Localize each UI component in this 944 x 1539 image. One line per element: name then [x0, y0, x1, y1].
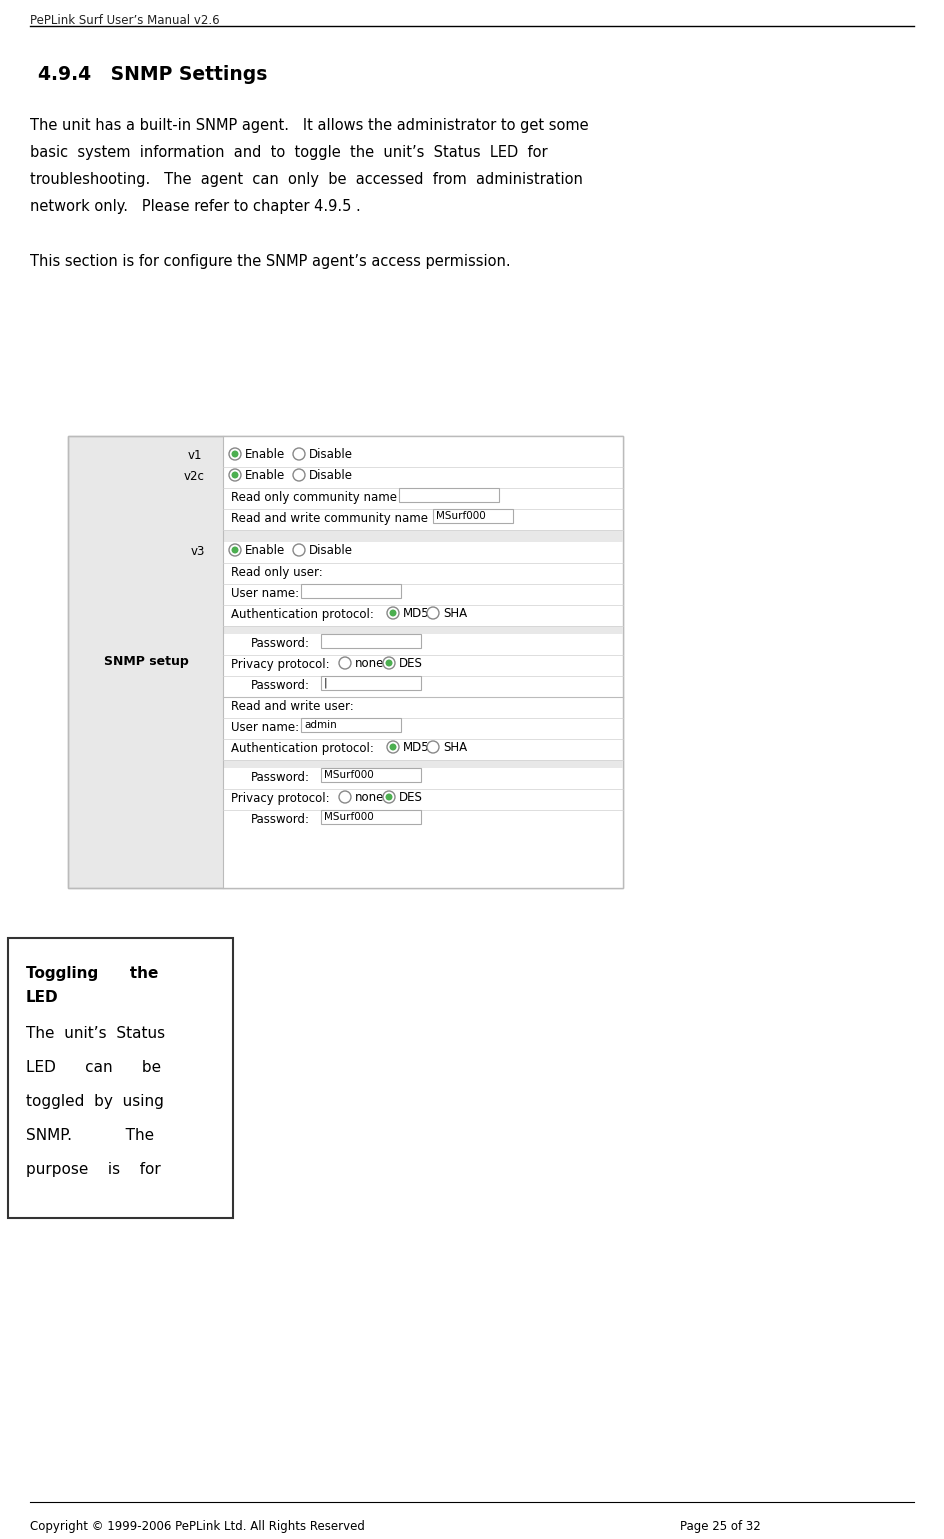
- Text: Read and write community name: Read and write community name: [231, 512, 428, 525]
- Bar: [321, 810, 421, 823]
- Text: Toggling      the: Toggling the: [26, 966, 159, 980]
- Bar: [433, 509, 513, 523]
- Bar: [68, 436, 623, 888]
- Text: Enable: Enable: [245, 448, 285, 462]
- Bar: [8, 937, 233, 1217]
- Text: Authentication protocol:: Authentication protocol:: [231, 608, 374, 622]
- Circle shape: [390, 743, 396, 751]
- Circle shape: [231, 451, 239, 457]
- Text: Password:: Password:: [251, 813, 310, 826]
- Text: Page 25 of 32: Page 25 of 32: [680, 1521, 761, 1533]
- Text: Privacy protocol:: Privacy protocol:: [231, 793, 329, 805]
- Bar: [301, 719, 401, 733]
- Text: Read and write user:: Read and write user:: [231, 700, 354, 713]
- Text: Enable: Enable: [245, 543, 285, 557]
- Text: Password:: Password:: [251, 637, 310, 649]
- Text: Enable: Enable: [245, 469, 285, 482]
- Text: User name:: User name:: [231, 586, 299, 600]
- Circle shape: [390, 609, 396, 617]
- Text: SNMP setup: SNMP setup: [104, 656, 189, 668]
- Text: troubleshooting.   The  agent  can  only  be  accessed  from  administration: troubleshooting. The agent can only be a…: [30, 172, 582, 188]
- Text: Disable: Disable: [309, 543, 353, 557]
- Text: MSurf000: MSurf000: [324, 770, 374, 780]
- Bar: [321, 676, 421, 689]
- Bar: [223, 760, 623, 768]
- Circle shape: [231, 546, 239, 554]
- Text: Disable: Disable: [309, 448, 353, 462]
- Circle shape: [383, 791, 395, 803]
- Text: The unit has a built-in SNMP agent.   It allows the administrator to get some: The unit has a built-in SNMP agent. It a…: [30, 119, 589, 132]
- Text: Password:: Password:: [251, 771, 310, 783]
- Text: Read only community name: Read only community name: [231, 491, 397, 503]
- Circle shape: [383, 657, 395, 669]
- Text: DES: DES: [399, 791, 423, 803]
- Text: The  unit’s  Status: The unit’s Status: [26, 1027, 165, 1040]
- Text: PePLink Surf User’s Manual v2.6: PePLink Surf User’s Manual v2.6: [30, 14, 220, 28]
- Circle shape: [387, 740, 399, 753]
- Bar: [223, 529, 623, 542]
- Text: none: none: [355, 657, 384, 669]
- Bar: [399, 488, 499, 502]
- Circle shape: [293, 469, 305, 482]
- Text: LED      can      be: LED can be: [26, 1060, 161, 1076]
- Text: v1: v1: [188, 449, 203, 462]
- Text: network only.   Please refer to chapter 4.9.5 .: network only. Please refer to chapter 4.…: [30, 199, 361, 214]
- Text: MSurf000: MSurf000: [436, 511, 486, 522]
- Text: SHA: SHA: [443, 606, 467, 620]
- Text: Read only user:: Read only user:: [231, 566, 323, 579]
- Text: Copyright © 1999-2006 PePLink Ltd. All Rights Reserved: Copyright © 1999-2006 PePLink Ltd. All R…: [30, 1521, 365, 1533]
- Circle shape: [385, 660, 393, 666]
- Text: admin: admin: [304, 720, 337, 729]
- Text: v3: v3: [191, 545, 206, 559]
- Text: User name:: User name:: [231, 720, 299, 734]
- Text: none: none: [355, 791, 384, 803]
- Text: Password:: Password:: [251, 679, 310, 693]
- Text: toggled  by  using: toggled by using: [26, 1094, 164, 1110]
- Text: MD5: MD5: [403, 740, 430, 754]
- Text: 4.9.4   SNMP Settings: 4.9.4 SNMP Settings: [38, 65, 267, 85]
- Text: Authentication protocol:: Authentication protocol:: [231, 742, 374, 756]
- Bar: [301, 583, 401, 599]
- Circle shape: [427, 606, 439, 619]
- Text: SHA: SHA: [443, 740, 467, 754]
- Text: DES: DES: [399, 657, 423, 669]
- Text: This section is for configure the SNMP agent’s access permission.: This section is for configure the SNMP a…: [30, 254, 511, 269]
- Circle shape: [229, 448, 241, 460]
- Text: basic  system  information  and  to  toggle  the  unit’s  Status  LED  for: basic system information and to toggle t…: [30, 145, 548, 160]
- Circle shape: [427, 740, 439, 753]
- Circle shape: [385, 794, 393, 800]
- Text: SNMP.           The: SNMP. The: [26, 1128, 154, 1143]
- Bar: [321, 634, 421, 648]
- Circle shape: [229, 469, 241, 482]
- Text: v2c: v2c: [184, 469, 205, 483]
- Circle shape: [231, 471, 239, 479]
- Text: purpose    is    for: purpose is for: [26, 1162, 160, 1177]
- Circle shape: [293, 543, 305, 556]
- Bar: [68, 436, 623, 888]
- Text: MSurf000: MSurf000: [324, 813, 374, 822]
- Text: |: |: [324, 679, 328, 688]
- Circle shape: [339, 791, 351, 803]
- Circle shape: [229, 543, 241, 556]
- Circle shape: [339, 657, 351, 669]
- Text: Privacy protocol:: Privacy protocol:: [231, 659, 329, 671]
- Circle shape: [293, 448, 305, 460]
- Bar: [321, 768, 421, 782]
- Bar: [223, 436, 623, 888]
- Bar: [223, 626, 623, 634]
- Text: LED: LED: [26, 990, 59, 1005]
- Text: Disable: Disable: [309, 469, 353, 482]
- Text: MD5: MD5: [403, 606, 430, 620]
- Circle shape: [387, 606, 399, 619]
